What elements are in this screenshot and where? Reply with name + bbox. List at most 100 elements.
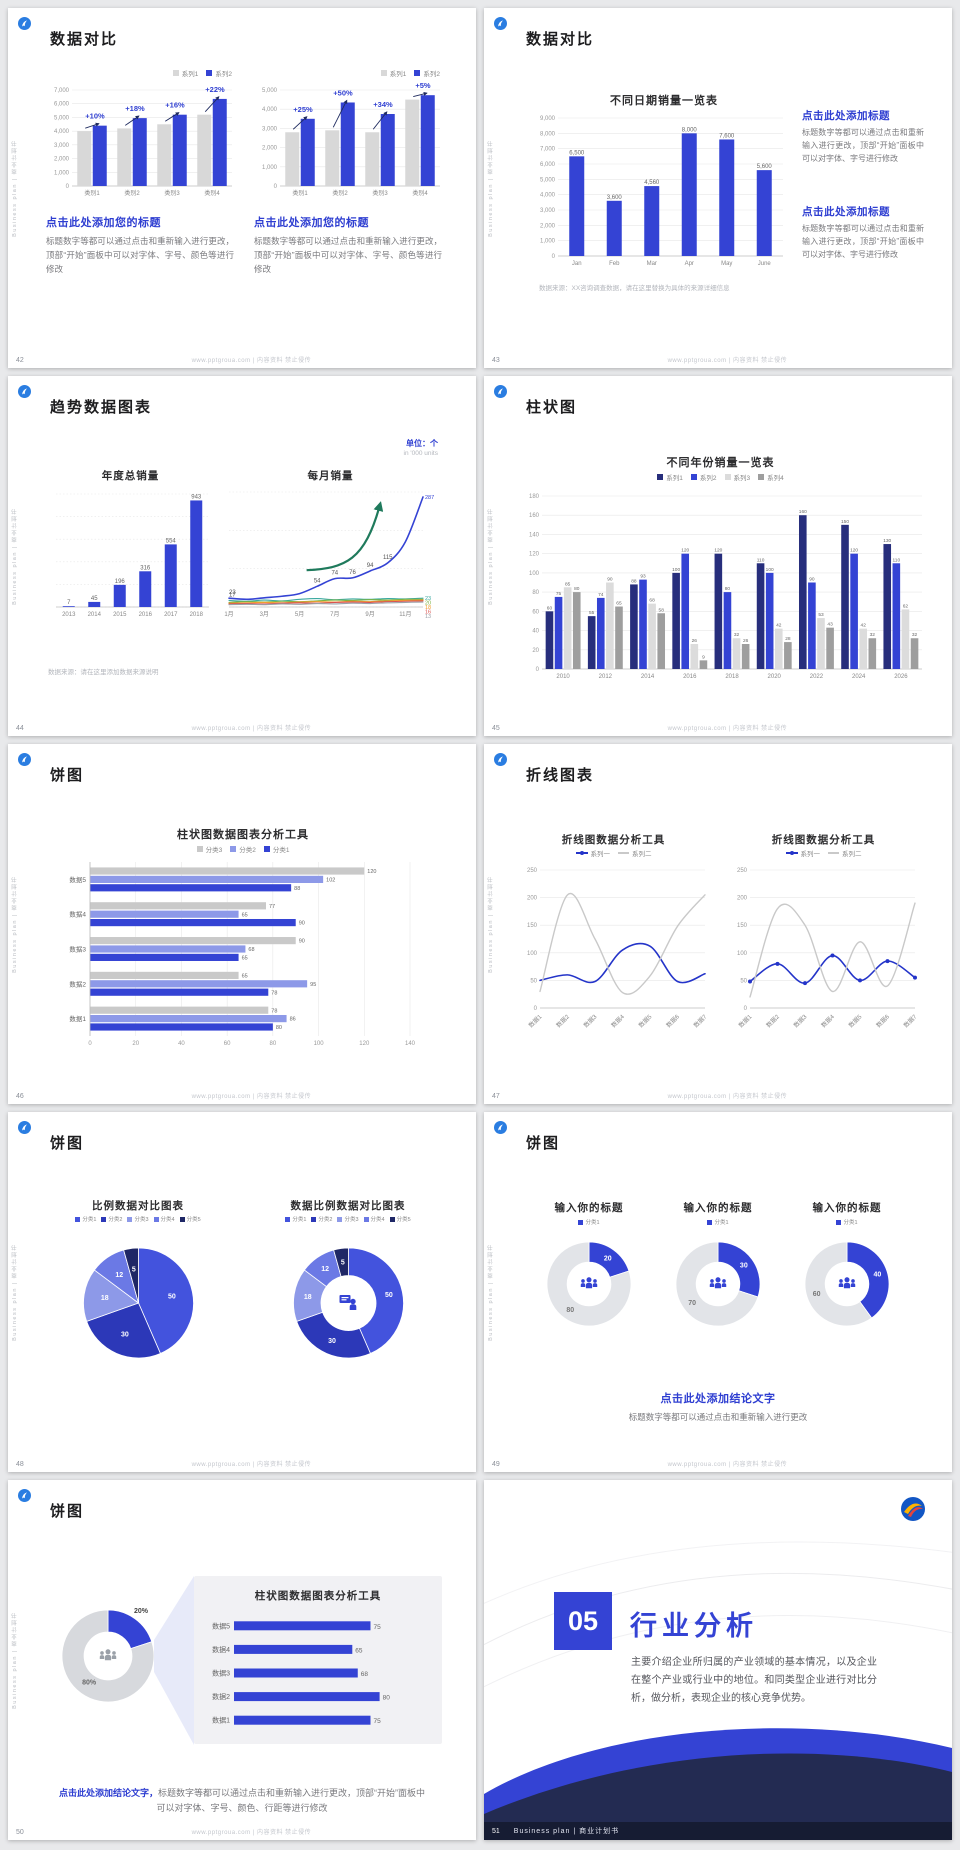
svg-text:数据6: 数据6 [874, 1012, 891, 1029]
svg-text:60: 60 [532, 609, 539, 615]
side-rail-label: Business plan | 商业计划书 [488, 875, 494, 973]
legend-swatch [311, 1216, 317, 1222]
svg-text:数据4: 数据4 [69, 910, 86, 919]
chart-title: 柱状图数据图表分析工具 [177, 829, 309, 841]
pie-chart-svg: 40 60 [804, 1241, 890, 1327]
svg-text:20: 20 [604, 1255, 612, 1262]
page-number: 51 [492, 1827, 500, 1835]
svg-text:70: 70 [688, 1300, 696, 1307]
svg-text:18: 18 [304, 1294, 312, 1301]
slide-43-data-compare[interactable]: Business plan | 商业计划书 数据对比 不同日期销量一览表 0 1,… [484, 8, 952, 368]
svg-text:65: 65 [355, 1647, 363, 1654]
legend-label: 分类5 [186, 1217, 201, 1223]
svg-text:0: 0 [744, 1006, 748, 1012]
svg-text:45: 45 [91, 596, 98, 602]
bottom-wave [484, 1728, 952, 1840]
pie-chart-svg: 30 70 [675, 1241, 761, 1327]
legend-swatch [230, 846, 237, 852]
svg-text:23: 23 [425, 596, 431, 602]
slide-47-line-charts[interactable]: Business plan | 商业计划书 折线图表 折线图数据分析工具 系列一… [484, 744, 952, 1104]
svg-text:12: 12 [115, 1272, 123, 1279]
svg-text:数据2: 数据2 [764, 1012, 781, 1029]
legend-item: 系列二 [828, 848, 862, 858]
slide-46-hbar-chart[interactable]: Business plan | 商业计划书 饼图 柱状图数据图表分析工具 分类3… [8, 744, 476, 1104]
chart-legend: 分类1 [529, 1217, 649, 1227]
svg-text:8,000: 8,000 [682, 127, 698, 133]
svg-text:数据2: 数据2 [69, 979, 86, 988]
svg-text:80: 80 [383, 1695, 391, 1702]
conclusion-text: 点击此处添加结论文字，标题数字等都可以通过点击和重新输入进行更改，顶部“开始”面… [58, 1786, 426, 1816]
svg-text:53: 53 [818, 612, 824, 618]
svg-text:100: 100 [737, 951, 748, 957]
decorative-arcs [484, 1541, 952, 1688]
page-number: 42 [16, 357, 24, 364]
unit-label: 单位：个 [406, 439, 438, 448]
legend-item: 分类3 [196, 844, 222, 854]
legend-label: 分类3 [134, 1217, 149, 1223]
legend-swatch [618, 852, 629, 854]
svg-text:65: 65 [242, 912, 248, 918]
slide-48-pie-charts[interactable]: Business plan | 商业计划书 饼图 比例数据对比图表 分类1 分类2… [8, 1112, 476, 1472]
slide-50-donut-analysis[interactable]: Business plan | 商业计划书 饼图 20% 80% 柱状图数据图表分… [8, 1480, 476, 1840]
legend-item: 分类5 [389, 1215, 411, 1223]
donut-chart: 30 70 [658, 1232, 778, 1336]
svg-text:6,000: 6,000 [540, 162, 556, 168]
svg-text:+34%: +34% [373, 100, 393, 109]
legend-item: 系列2 [206, 68, 232, 78]
section-body: 主要介绍企业所归属的产业领域的基本情况，以及企业在整个产业或行业中的地位。和同类… [631, 1657, 877, 1704]
section-title: 行业分析 [630, 1611, 758, 1641]
svg-text:32: 32 [734, 632, 740, 638]
svg-text:90: 90 [299, 939, 305, 945]
legend-item: 分类1 [263, 844, 290, 854]
slide-51-section-divider[interactable]: 05 行业分析 主要介绍企业所归属的产业领域的基本情况，以及企业在整个产业或行业… [484, 1480, 952, 1840]
svg-text:90: 90 [607, 577, 613, 583]
svg-text:85: 85 [565, 581, 571, 587]
svg-text:42: 42 [776, 623, 782, 629]
svg-text:数据2: 数据2 [212, 1692, 230, 1701]
slide-44-trend-charts[interactable]: Business plan | 商业计划书 趋势数据图表 单位：个 in '00… [8, 376, 476, 736]
legend-swatch [337, 1216, 343, 1222]
svg-text:150: 150 [527, 923, 538, 929]
footer-url: www.pptgroua.com | 内容资料 禁止侵传 [667, 1094, 788, 1100]
svg-text:2018: 2018 [725, 674, 739, 680]
legend-label: 分类1 [272, 847, 290, 854]
side-rail-label: Business plan | 商业计划书 [488, 139, 494, 237]
legend-swatch [578, 1219, 584, 1225]
chart-legend: 系列一 系列二 [516, 848, 711, 858]
svg-text:100: 100 [527, 951, 538, 957]
slide-42-data-compare[interactable]: Business plan | 商业计划书 数据对比 系列1 系列2 0 1,000… [8, 8, 476, 368]
svg-text:类别1: 类别1 [84, 189, 100, 197]
legend-swatch [758, 474, 765, 480]
side-rail-label: Business plan | 商业计划书 [12, 507, 18, 605]
svg-text:数据4: 数据4 [819, 1012, 836, 1029]
legend-item: 分类1 [578, 1218, 600, 1226]
svg-text:100: 100 [672, 567, 680, 573]
svg-text:200: 200 [737, 896, 748, 902]
svg-text:68: 68 [361, 1671, 369, 1678]
svg-text:80%: 80% [82, 1679, 97, 1686]
svg-text:28: 28 [785, 636, 791, 642]
legend-swatch [380, 70, 387, 76]
legend-swatch [724, 474, 731, 480]
slide-49-donut-charts[interactable]: Business plan | 商业计划书 饼图 输入你的标题 分类1 20 80… [484, 1112, 952, 1472]
legend-label: 分类3 [344, 1217, 359, 1223]
slide-title: 数据对比 [50, 31, 119, 48]
bar-chart-svg: 0204060801001201401601806075858020105574… [529, 494, 922, 680]
svg-text:110: 110 [893, 557, 901, 563]
footer-url: www.pptgroua.com | 内容资料 禁止侵传 [191, 1830, 312, 1836]
svg-text:65: 65 [242, 974, 248, 980]
footer-url: www.pptgroua.com | 内容资料 禁止侵传 [191, 1094, 312, 1100]
svg-text:60: 60 [224, 1041, 231, 1047]
legend-label: 系列一 [590, 851, 611, 858]
svg-text:2012: 2012 [599, 674, 613, 680]
svg-text:13: 13 [425, 614, 431, 619]
legend-item: 分类2 [101, 1215, 122, 1223]
svg-text:554: 554 [166, 538, 177, 544]
slide-45-column-chart[interactable]: Business plan | 商业计划书 柱状图 不同年份销量一览表 系列1 系… [484, 376, 952, 736]
legend-label: 系列1 [666, 475, 683, 482]
svg-text:58: 58 [659, 607, 665, 613]
svg-text:60: 60 [813, 1291, 821, 1298]
svg-text:0: 0 [536, 667, 540, 673]
